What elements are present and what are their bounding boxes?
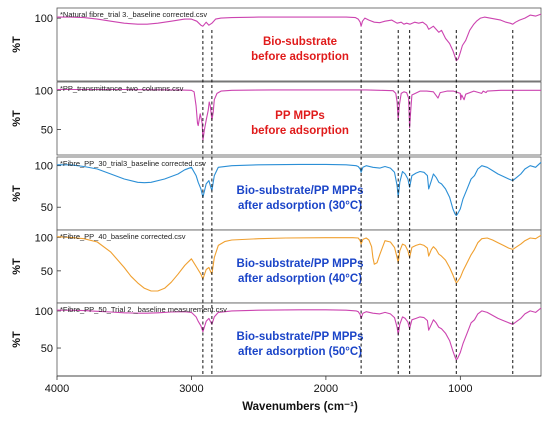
panel-condition-label: after adsorption (50°C) (238, 346, 362, 358)
file-name-label: *Natural fibre_trial 3._baseline correct… (60, 10, 207, 19)
y-axis-title: %T (11, 331, 23, 348)
y-tick-label: 50 (41, 343, 53, 355)
spectrum-line (57, 161, 542, 217)
y-tick-label: 50 (41, 202, 53, 214)
panel-condition-label: PP MPPs (275, 110, 325, 122)
spectrum-panel-4: 100 50 %T *Fibre_PP_40_baseline corrected.c… (11, 229, 542, 304)
file-name-label: *Fibre_PP_40_baseline corrected.csv (60, 232, 186, 241)
y-axis-title: %T (11, 185, 23, 202)
panel-condition-label: Bio-substrate/PP MPPs (237, 331, 364, 343)
spectrum-panel-2: 100 50 %T *PP_transmittance_two_columns.csv… (11, 81, 542, 156)
panel-condition-label: before adsorption (251, 51, 349, 63)
x-tick-label: 1000 (448, 383, 472, 395)
panel-frame (56, 7, 542, 82)
y-tick-label: 100 (35, 306, 53, 318)
file-name-label: *Fibre_PP_50_Trial 2._baseline measureme… (60, 305, 227, 314)
panels-layer: 100 %T *Natural fibre_trial 3._baseline co… (11, 7, 542, 377)
panel-frame (56, 302, 542, 377)
panel-frame (56, 229, 542, 304)
spectrum-line (57, 307, 542, 361)
spectrum-panel-1: 100 %T *Natural fibre_trial 3._baseline co… (11, 7, 542, 82)
file-name-label: *PP_transmittance_two_columns.csv (60, 84, 184, 93)
x-tick-label: 4000 (45, 383, 69, 395)
spectrum-line (57, 88, 541, 142)
x-axis-title: Wavenumbers (cm⁻¹) (242, 401, 358, 413)
panel-condition-label: Bio-substrate/PP MPPs (237, 258, 364, 270)
panel-condition-label: after adsorption (40°C) (238, 273, 362, 285)
x-tick-label: 2000 (314, 383, 338, 395)
y-tick-label: 100 (35, 161, 53, 173)
y-tick-label: 50 (41, 266, 53, 278)
spectrum-line (56, 234, 542, 292)
y-tick-label: 100 (35, 13, 53, 25)
y-axis-title: %T (11, 110, 23, 127)
spectrum-panel-5: 100 50 %T *Fibre_PP_50_Trial 2._baseline me… (11, 302, 542, 377)
x-tick-label: 3000 (179, 383, 203, 395)
y-axis-title: %T (11, 258, 23, 275)
spectrum-line (57, 13, 542, 62)
y-tick-label: 100 (35, 232, 53, 244)
panel-condition-label: Bio-substrate/PP MPPs (237, 185, 364, 197)
y-tick-label: 100 (35, 85, 53, 97)
spectrum-panel-3: 100 50 %T *Fibre_PP_30_trial3_baseline corr… (11, 156, 542, 231)
panel-condition-label: before adsorption (251, 125, 349, 137)
panel-condition-label: after adsorption (30°C) (238, 200, 362, 212)
file-name-label: *Fibre_PP_30_trial3_baseline corrected.c… (60, 159, 206, 168)
panel-condition-label: Bio-substrate (263, 36, 337, 48)
panel-frame (56, 156, 542, 231)
y-tick-label: 50 (41, 124, 53, 136)
x-axis: 4000 3000 2000 1000 (45, 375, 541, 395)
y-axis-title: %T (11, 36, 23, 53)
reference-lines-layer (202, 30, 514, 376)
